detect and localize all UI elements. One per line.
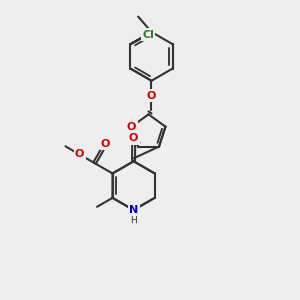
Text: N: N (129, 205, 138, 215)
Text: O: O (147, 91, 156, 100)
Text: H: H (130, 216, 137, 225)
Text: O: O (75, 149, 84, 160)
Text: O: O (127, 122, 136, 132)
Text: O: O (101, 139, 110, 149)
Text: O: O (129, 134, 138, 143)
Text: Cl: Cl (142, 30, 154, 40)
